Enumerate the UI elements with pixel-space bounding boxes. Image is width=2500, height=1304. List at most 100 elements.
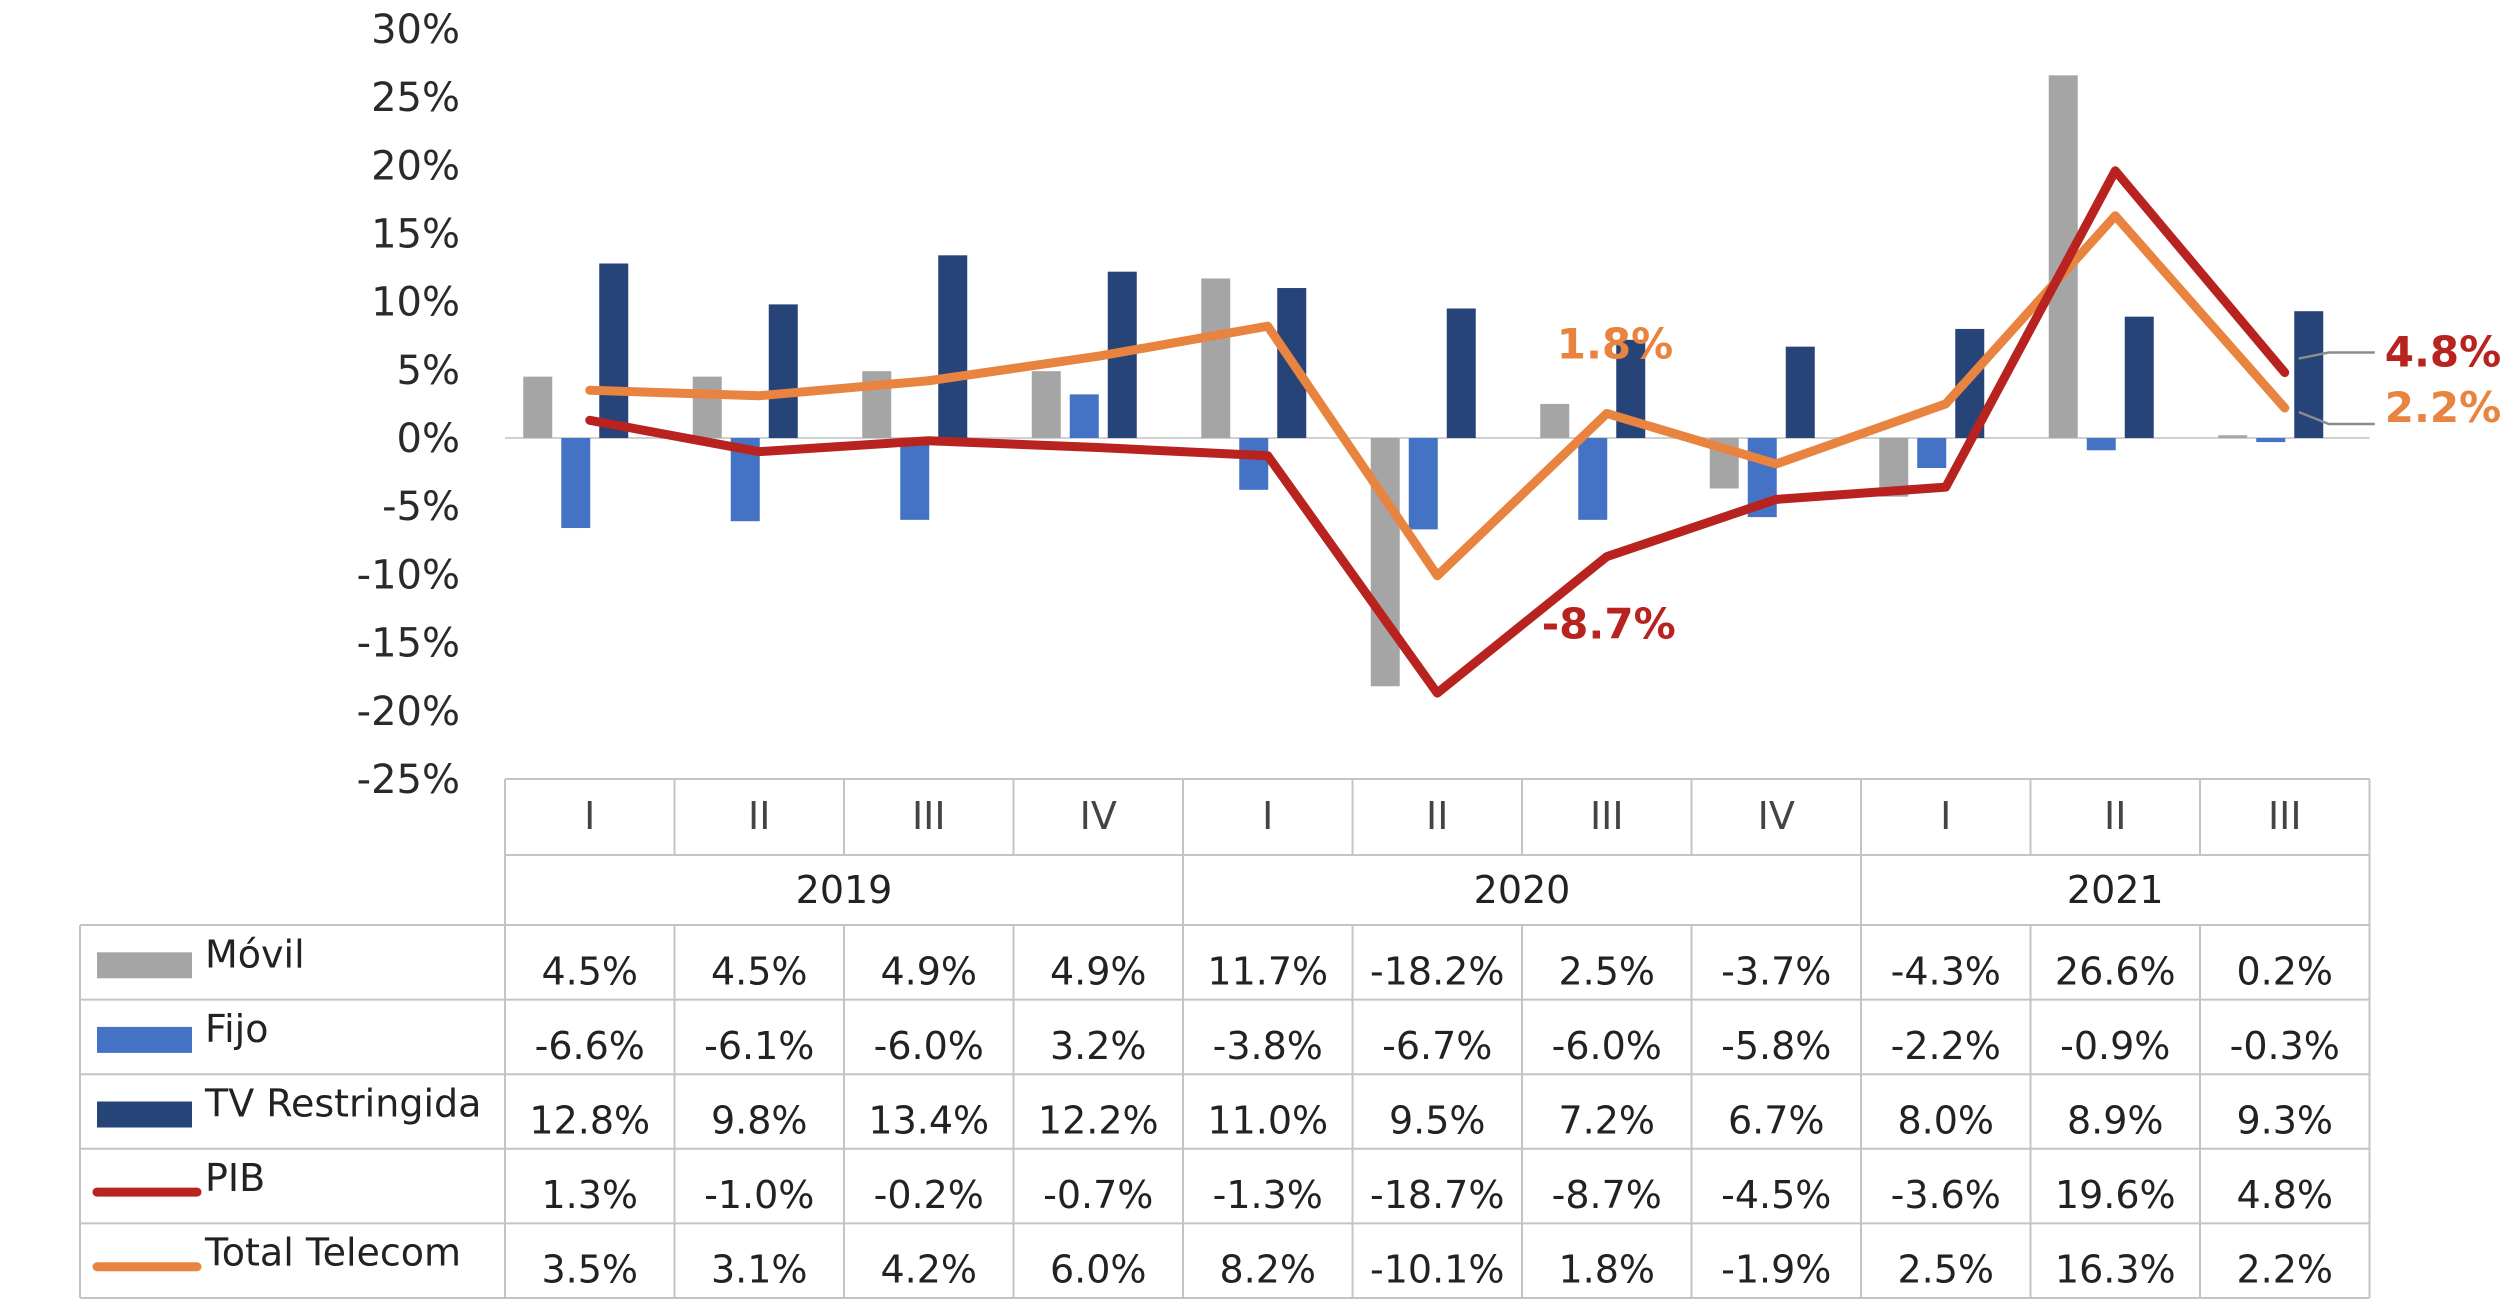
table-cell: -3.7% [1721,949,1831,993]
table-cell: 3.5% [541,1248,638,1292]
bar-móvil [2218,435,2248,438]
y-tick-label: -10% [357,552,460,598]
bar-tv-restringida [599,263,629,438]
table-cell: -4.3% [1891,949,2001,993]
quarter-label: IV [1758,794,1795,838]
table-cell: 3.2% [1050,1024,1147,1068]
table-cell: -3.8% [1213,1024,1323,1068]
table-cell: 4.2% [880,1248,977,1292]
table-cell: 6.7% [1728,1099,1825,1143]
bar-fijo [1578,438,1608,520]
series-name: Total Telecom [204,1231,461,1275]
bar-móvil [1031,371,1061,438]
table-cell: 9.5% [1389,1099,1486,1143]
table-cell: -0.2% [874,1173,984,1217]
y-tick-label: 20% [371,143,460,189]
table-cell: -18.7% [1370,1173,1504,1217]
quarter-label: III [912,794,946,838]
year-label: 2021 [2067,868,2164,912]
table-cell: 2.2% [2236,1248,2333,1292]
table-cell: -6.0% [874,1024,984,1068]
y-tick-label: 25% [371,75,460,121]
bar-móvil [523,376,553,438]
table-cell: 1.8% [1558,1248,1655,1292]
annotation-label: -8.7% [1542,600,1676,649]
bar-fijo [1239,438,1269,490]
table-cell: -6.1% [704,1024,814,1068]
bar-tv-restringida [768,304,798,438]
y-tick-label: -25% [357,757,460,803]
table-cell: 12.2% [1038,1099,1159,1143]
bar-tv-restringida [2124,316,2154,438]
year-label: 2020 [1474,868,1571,912]
bar-fijo [900,438,930,520]
table-cell: 4.9% [880,949,977,993]
table-cell: -1.3% [1213,1173,1323,1217]
table-cell: -4.5% [1721,1173,1831,1217]
table-cell: -2.2% [1891,1024,2001,1068]
table-cell: 8.9% [2067,1099,2164,1143]
bar-fijo [561,438,591,529]
annotation-label: 2.2% [2385,383,2500,432]
table-cell: -1.0% [704,1173,814,1217]
table-cell: 12.8% [529,1099,650,1143]
bar-móvil [1370,438,1400,687]
legend-swatch [97,1026,192,1053]
annotation-label: 1.8% [1557,319,1673,368]
table-cell: 9.8% [711,1099,808,1143]
table-cell: 1.3% [541,1173,638,1217]
table-cell: 4.5% [541,949,638,993]
table-cell: 4.5% [711,949,808,993]
annotation-leader-line [2298,410,2375,426]
table-cell: 8.2% [1219,1248,1316,1292]
quarter-label: I [1940,794,1951,838]
quarter-label: II [1426,794,1448,838]
legend-swatch [97,1101,192,1128]
table-cell: -1.9% [1721,1248,1831,1292]
bar-fijo [1408,438,1438,530]
bar-tv-restringida [1785,346,1815,438]
y-tick-label: 10% [371,280,460,326]
y-tick-label: -5% [382,484,460,530]
bar-tv-restringida [1446,308,1476,438]
y-tick-label: 15% [371,212,460,258]
table-cell: 9.3% [2236,1099,2333,1143]
table-cell: 3.1% [711,1248,808,1292]
y-tick-label: -15% [357,621,460,667]
table-cell: 11.0% [1207,1099,1328,1143]
bar-fijo [1917,438,1947,469]
table-cell: 8.0% [1897,1099,1994,1143]
bar-fijo [2256,438,2286,443]
table-cell: 13.4% [868,1099,989,1143]
table-cell: -18.2% [1370,949,1504,993]
bar-móvil [1201,278,1231,438]
quarter-label: II [2104,794,2126,838]
legend-swatch [97,952,192,979]
table-cell: 2.5% [1897,1248,1994,1292]
table-cell: -8.7% [1552,1173,1662,1217]
y-tick-label: 5% [397,348,460,394]
table-cell: 4.9% [1050,949,1147,993]
table-cell: -10.1% [1370,1248,1504,1292]
quarter-label: I [1262,794,1273,838]
table-cell: 16.3% [2055,1248,2176,1292]
table-cell: -6.0% [1552,1024,1662,1068]
table-cell: 6.0% [1050,1248,1147,1292]
quarter-label: II [748,794,770,838]
line-total-telecom [585,211,2290,581]
quarter-label: III [2268,794,2302,838]
quarter-label: III [1590,794,1624,838]
annotation-leader-line [2298,351,2375,360]
annotation-label: 4.8% [2385,328,2500,377]
table-cell: 2.5% [1558,949,1655,993]
table-cell: -3.6% [1891,1173,2001,1217]
table-cell: 7.2% [1558,1099,1655,1143]
series-name: Fijo [205,1007,268,1051]
table-cell: -0.3% [2230,1024,2340,1068]
table-cell: 0.2% [2236,949,2333,993]
bar-fijo [2086,438,2116,451]
y-tick-label: -20% [357,689,460,735]
bar-tv-restringida [938,255,968,438]
line-pib [585,166,2290,698]
